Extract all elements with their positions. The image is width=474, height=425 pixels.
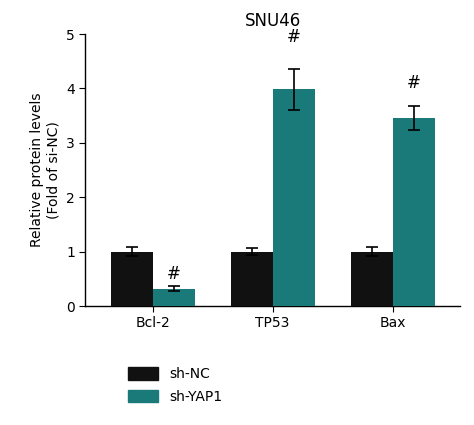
Legend: sh-NC, sh-YAP1: sh-NC, sh-YAP1: [122, 362, 228, 409]
Bar: [351, 252, 392, 306]
Title: SNU46: SNU46: [245, 11, 301, 30]
Y-axis label: Relative protein levels
(Fold of si-NC): Relative protein levels (Fold of si-NC): [30, 93, 61, 247]
Bar: [110, 252, 153, 306]
Bar: [273, 90, 315, 306]
Bar: [392, 118, 435, 306]
Text: #: #: [166, 265, 181, 283]
Text: #: #: [287, 28, 301, 46]
Bar: [230, 252, 273, 306]
Text: #: #: [407, 74, 420, 92]
Bar: [153, 289, 194, 306]
